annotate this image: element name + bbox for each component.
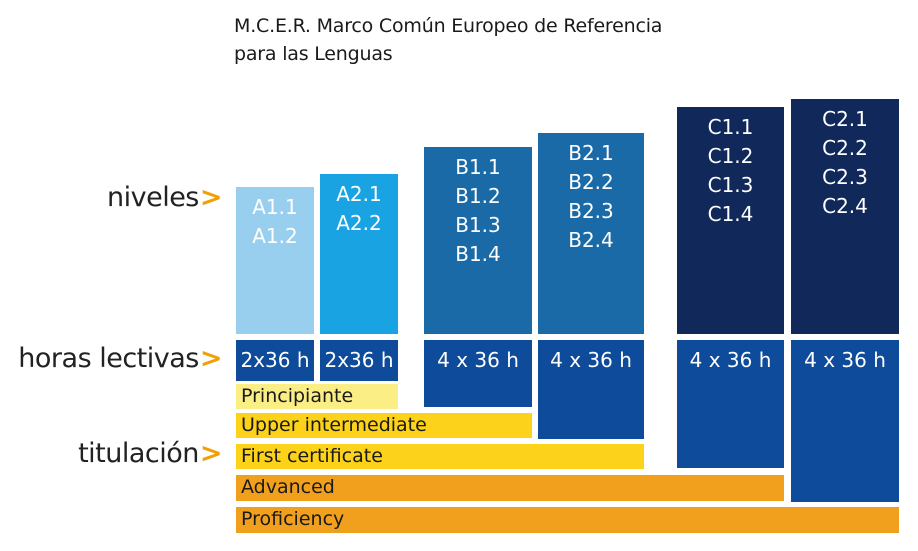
hours-label: 2x36 h	[240, 348, 310, 372]
title-line-2: para las Lenguas	[234, 43, 393, 65]
level-block-b1: B1.1 B1.2 B1.3 B1.4	[424, 147, 532, 334]
certificate-bar-advanced: Advanced	[236, 475, 784, 501]
row-label-niveles-text: niveles	[106, 182, 199, 213]
level-label: A1.1	[252, 195, 298, 219]
certificate-label: First certificate	[241, 445, 383, 467]
hours-block-c2: 4 x 36 h	[791, 340, 899, 502]
diagram-title: M.C.E.R. Marco Común Europeo de Referenc…	[234, 12, 662, 68]
arrow-icon: >	[199, 182, 223, 213]
level-label: C2.2	[822, 136, 868, 160]
level-block-a1: A1.1 A1.2	[236, 187, 314, 334]
level-block-b2: B2.1 B2.2 B2.3 B2.4	[538, 133, 644, 334]
level-label: C2.3	[822, 165, 868, 189]
hours-block-b2: 4 x 36 h	[538, 340, 644, 439]
hours-block-a1: 2x36 h	[236, 340, 314, 381]
level-block-a2: A2.1 A2.2	[320, 174, 398, 334]
level-label: B1.1	[455, 155, 501, 179]
hours-block-b1: 4 x 36 h	[424, 340, 532, 407]
certificate-label: Advanced	[241, 476, 335, 498]
level-label: B2.1	[568, 141, 614, 165]
certificate-bar-upper-intermediate: Upper intermediate	[236, 413, 532, 438]
row-label-niveles: niveles>	[106, 182, 223, 213]
level-label: B1.2	[455, 184, 501, 208]
hours-label: 4 x 36 h	[689, 348, 772, 372]
hours-label: 4 x 36 h	[437, 348, 519, 372]
arrow-icon: >	[199, 343, 223, 374]
certificate-bar-first-certificate: First certificate	[236, 444, 644, 469]
level-label: C1.2	[707, 144, 754, 168]
hours-label: 2x36 h	[324, 348, 394, 372]
level-label: C2.4	[822, 194, 868, 218]
level-label: A1.2	[252, 224, 298, 248]
row-label-titulacion: titulación>	[78, 438, 222, 469]
level-label: C1.1	[707, 115, 754, 139]
hours-block-a2: 2x36 h	[320, 340, 398, 381]
arrow-icon: >	[199, 438, 223, 469]
hours-block-c1: 4 x 36 h	[677, 340, 784, 468]
certificate-label: Proficiency	[241, 508, 345, 530]
level-label: C1.3	[707, 173, 754, 197]
level-block-c2: C2.1 C2.2 C2.3 C2.4	[791, 99, 899, 334]
certificate-bar-principiante: Principiante	[236, 384, 398, 409]
level-label: B1.3	[455, 213, 501, 237]
row-label-horas: horas lectivas>	[18, 343, 222, 374]
row-label-titulacion-text: titulación	[78, 438, 199, 469]
level-label: C2.1	[822, 107, 868, 131]
hours-label: 4 x 36 h	[550, 348, 632, 372]
level-block-c1: C1.1 C1.2 C1.3 C1.4	[677, 107, 784, 334]
level-label: B2.4	[568, 228, 614, 252]
hours-label: 4 x 36 h	[804, 348, 886, 372]
title-line-1: M.C.E.R. Marco Común Europeo de Referenc…	[234, 15, 663, 37]
certificate-bar-proficiency: Proficiency	[236, 507, 899, 533]
certificate-label: Upper intermediate	[241, 414, 427, 436]
level-label: C1.4	[707, 202, 754, 226]
level-label: B1.4	[455, 242, 501, 266]
level-label: B2.2	[568, 170, 614, 194]
level-label: B2.3	[568, 199, 614, 223]
level-label: A2.1	[336, 182, 382, 206]
level-label: A2.2	[336, 211, 382, 235]
certificate-label: Principiante	[241, 385, 354, 407]
row-label-horas-text: horas lectivas	[18, 343, 199, 374]
